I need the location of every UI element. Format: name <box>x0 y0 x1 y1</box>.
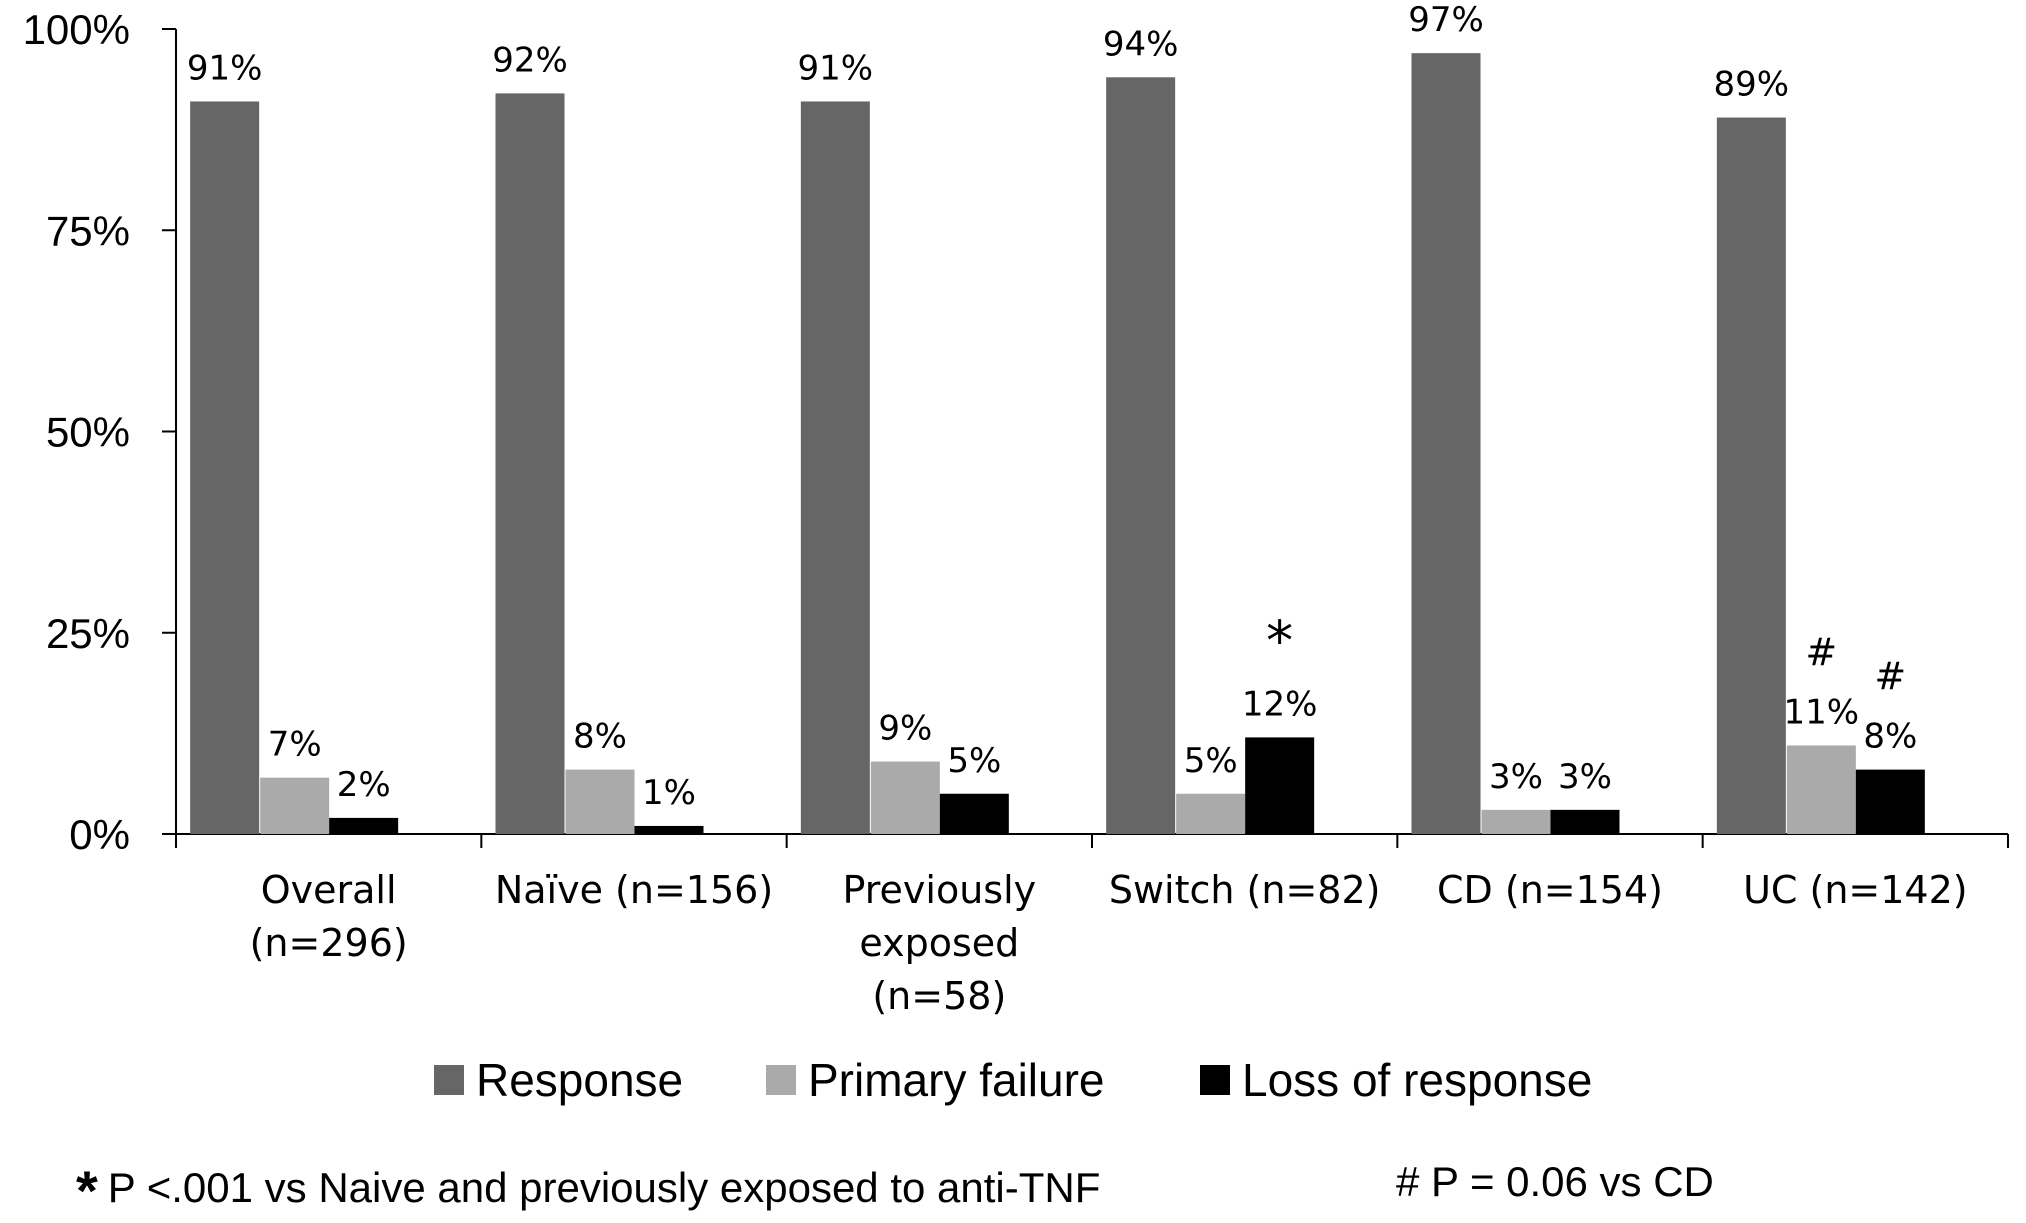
data-label: 11% <box>1784 692 1860 732</box>
data-label: 12% <box>1242 684 1318 724</box>
bar <box>1411 53 1481 834</box>
data-label: 1% <box>642 773 696 813</box>
footnote-star-symbol: * <box>76 1159 98 1222</box>
legend: Response Primary failure Loss of respons… <box>0 1053 2026 1113</box>
y-tick-label: 100% <box>23 6 130 53</box>
x-category-label: Switch (n=82) <box>1109 868 1381 912</box>
x-category-label: Previously <box>843 868 1037 912</box>
bar <box>565 769 635 834</box>
legend-swatch-response <box>434 1065 464 1095</box>
significance-hash: # <box>1805 630 1837 674</box>
data-label: 91% <box>187 48 263 88</box>
data-label: 8% <box>573 717 627 757</box>
legend-item-primary-failure: Primary failure <box>766 1053 1105 1107</box>
footnote-star-text: P <.001 vs Naive and previously exposed … <box>107 1164 1101 1211</box>
footnote-hash: # P = 0.06 vs CD <box>1396 1158 1714 1205</box>
bar <box>870 761 940 834</box>
legend-item-loss-of-response: Loss of response <box>1200 1053 1592 1107</box>
data-label: 92% <box>492 40 568 80</box>
data-label: 3% <box>1489 757 1543 797</box>
data-label: 5% <box>947 741 1001 781</box>
bar <box>190 101 260 834</box>
data-label: 5% <box>1184 741 1238 781</box>
legend-label-primary-failure: Primary failure <box>808 1054 1105 1106</box>
bar <box>495 93 565 834</box>
bar <box>1245 737 1315 834</box>
data-label: 94% <box>1103 24 1179 64</box>
data-label: 89% <box>1714 65 1790 105</box>
data-label: 2% <box>337 765 391 805</box>
bar <box>1550 809 1620 834</box>
significance-hash: # <box>1874 655 1906 699</box>
data-label: 8% <box>1863 717 1917 757</box>
legend-swatch-loss-of-response <box>1200 1065 1230 1095</box>
footnote-star: * P <.001 vs Naive and previously exposed… <box>76 1158 1100 1223</box>
bar <box>939 793 1009 834</box>
bar-chart: 0% 25% 50% 75% 100% 91% 92% 91% 94% 97% 89% 7% 8% 9% 5… <box>23 0 2009 1018</box>
x-category-label: Naïve (n=156) <box>495 868 773 912</box>
bar <box>1176 793 1246 834</box>
data-label: 3% <box>1558 757 1612 797</box>
legend-item-response: Response <box>434 1053 683 1107</box>
legend-swatch-primary-failure <box>766 1065 796 1095</box>
y-tick-label: 50% <box>46 409 130 456</box>
bar <box>1481 809 1551 834</box>
bar <box>1106 77 1176 835</box>
x-category-label: UC (n=142) <box>1743 868 1968 912</box>
data-label: 7% <box>268 725 322 765</box>
legend-label-loss-of-response: Loss of response <box>1242 1054 1593 1106</box>
data-label: 9% <box>878 709 932 749</box>
bar <box>1786 745 1856 834</box>
bar <box>634 825 704 834</box>
significance-star: * <box>1266 609 1293 672</box>
bar <box>1716 117 1786 835</box>
x-category-label: CD (n=154) <box>1437 868 1663 912</box>
x-category-label: exposed <box>859 921 1019 965</box>
bar <box>260 777 330 834</box>
y-tick-label: 0% <box>69 811 130 858</box>
bar <box>800 101 870 834</box>
legend-label-response: Response <box>476 1054 684 1106</box>
y-tick-label: 25% <box>46 610 130 657</box>
data-label: 91% <box>798 48 874 88</box>
x-category-label: Overall <box>261 868 397 912</box>
x-category-label: (n=296) <box>250 921 408 965</box>
y-tick-label: 75% <box>46 207 130 254</box>
bar <box>329 817 399 834</box>
bar <box>1855 769 1925 834</box>
data-label: 97% <box>1408 0 1484 40</box>
x-category-label: (n=58) <box>872 974 1006 1018</box>
